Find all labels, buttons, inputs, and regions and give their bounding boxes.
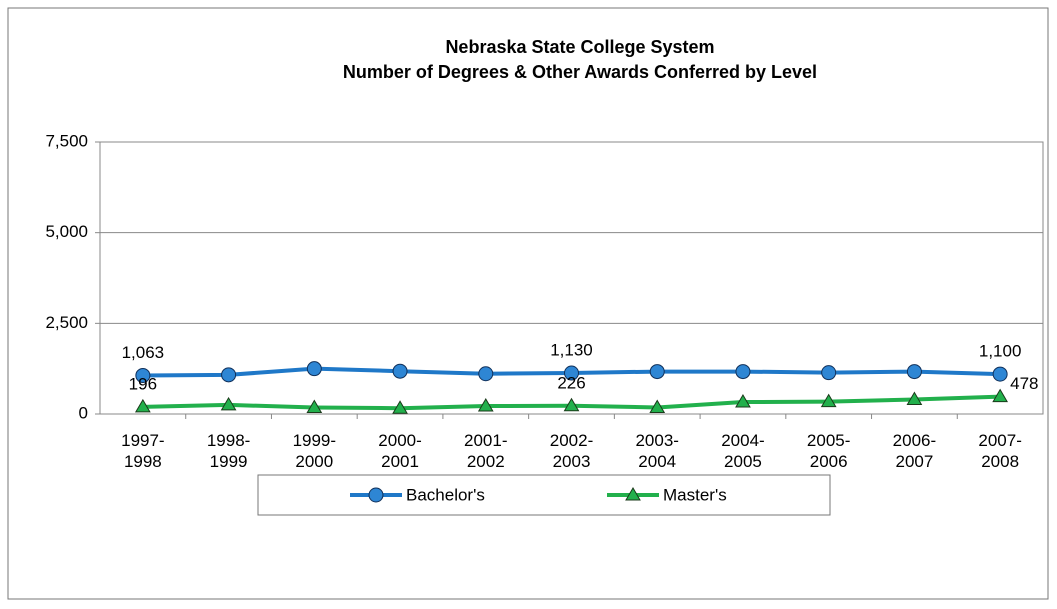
data-point — [992, 388, 1009, 403]
data-point — [220, 396, 237, 411]
data-point — [477, 398, 494, 412]
data-point — [306, 399, 323, 413]
x-tick-label: 1998- 1999 — [206, 431, 251, 471]
data-point — [563, 397, 580, 412]
x-tick-label: 2002- 2003 — [549, 431, 594, 471]
data-point — [820, 393, 837, 408]
legend-label: Bachelor's — [406, 485, 485, 504]
data-point — [735, 364, 751, 380]
y-tick-label: 7,500 — [45, 131, 88, 150]
data-label: 478 — [1010, 374, 1038, 393]
data-point — [735, 394, 751, 408]
data-point — [478, 366, 494, 382]
data-point — [134, 398, 151, 413]
x-tick-label: 2003- 2004 — [635, 431, 679, 471]
data-point — [392, 363, 408, 379]
data-point — [564, 365, 579, 381]
y-tick-label: 2,500 — [45, 313, 88, 332]
data-point — [221, 367, 237, 383]
data-label: 226 — [557, 373, 585, 392]
data-point — [649, 399, 666, 413]
x-tick-label: 1997- 1998 — [121, 431, 165, 471]
data-label: 1,063 — [122, 343, 165, 362]
legend-label: Master's — [663, 485, 727, 504]
legend-marker — [368, 487, 384, 503]
legend-box — [257, 474, 831, 516]
legend-marker — [625, 487, 641, 501]
chart-subtitle: Number of Degrees & Other Awards Conferr… — [343, 62, 817, 82]
data-point — [992, 366, 1008, 382]
y-tick-label: 5,000 — [45, 222, 88, 241]
data-label: 1,130 — [550, 341, 593, 360]
x-tick-label: 2005- 2006 — [806, 431, 851, 471]
x-tick-label: 1999- 2000 — [292, 431, 337, 471]
y-tick-label: 0 — [79, 403, 88, 422]
data-point — [906, 391, 923, 405]
data-point — [821, 365, 837, 381]
data-point — [649, 364, 665, 380]
data-label: 196 — [129, 374, 157, 393]
x-tick-label: 2000- 2001 — [378, 431, 422, 471]
data-point — [392, 400, 408, 414]
x-tick-label: 2004- 2005 — [721, 431, 765, 471]
x-tick-label: 2007- 2008 — [978, 431, 1022, 471]
data-label: 1,100 — [979, 342, 1022, 361]
data-point — [906, 364, 922, 380]
x-tick-label: 2001- 2002 — [464, 431, 508, 471]
chart-title: Nebraska State College System — [445, 37, 714, 57]
x-tick-label: 2006- 2007 — [892, 431, 937, 471]
data-point — [306, 361, 322, 377]
data-point — [135, 367, 151, 383]
